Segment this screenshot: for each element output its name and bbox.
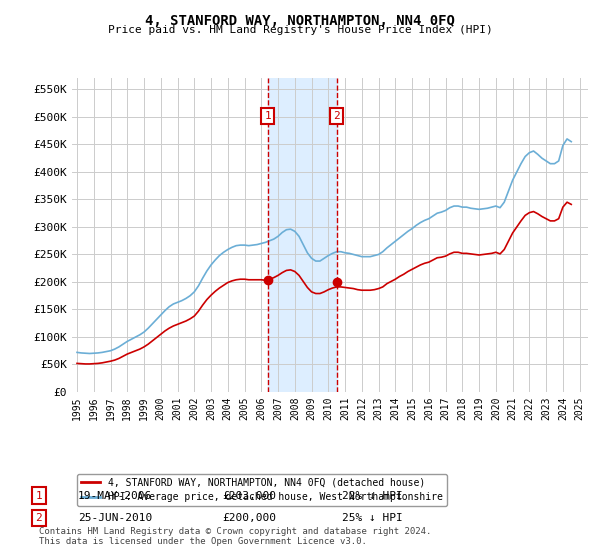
Text: £203,000: £203,000 (222, 491, 276, 501)
Legend: 4, STANFORD WAY, NORTHAMPTON, NN4 0FQ (detached house), HPI: Average price, deta: 4, STANFORD WAY, NORTHAMPTON, NN4 0FQ (d… (77, 474, 447, 506)
Bar (268, 78, 337, 392)
Text: 1: 1 (265, 111, 271, 121)
Text: 2: 2 (35, 513, 43, 523)
Text: Price paid vs. HM Land Registry's House Price Index (HPI): Price paid vs. HM Land Registry's House … (107, 25, 493, 35)
Text: 22% ↓ HPI: 22% ↓ HPI (342, 491, 403, 501)
Text: 2: 2 (333, 111, 340, 121)
Text: 25-JUN-2010: 25-JUN-2010 (78, 513, 152, 523)
Text: £200,000: £200,000 (222, 513, 276, 523)
Text: 1: 1 (35, 491, 43, 501)
Text: 4, STANFORD WAY, NORTHAMPTON, NN4 0FQ: 4, STANFORD WAY, NORTHAMPTON, NN4 0FQ (145, 14, 455, 28)
Text: 19-MAY-2006: 19-MAY-2006 (78, 491, 152, 501)
Text: Contains HM Land Registry data © Crown copyright and database right 2024.
This d: Contains HM Land Registry data © Crown c… (39, 526, 431, 546)
Text: 25% ↓ HPI: 25% ↓ HPI (342, 513, 403, 523)
